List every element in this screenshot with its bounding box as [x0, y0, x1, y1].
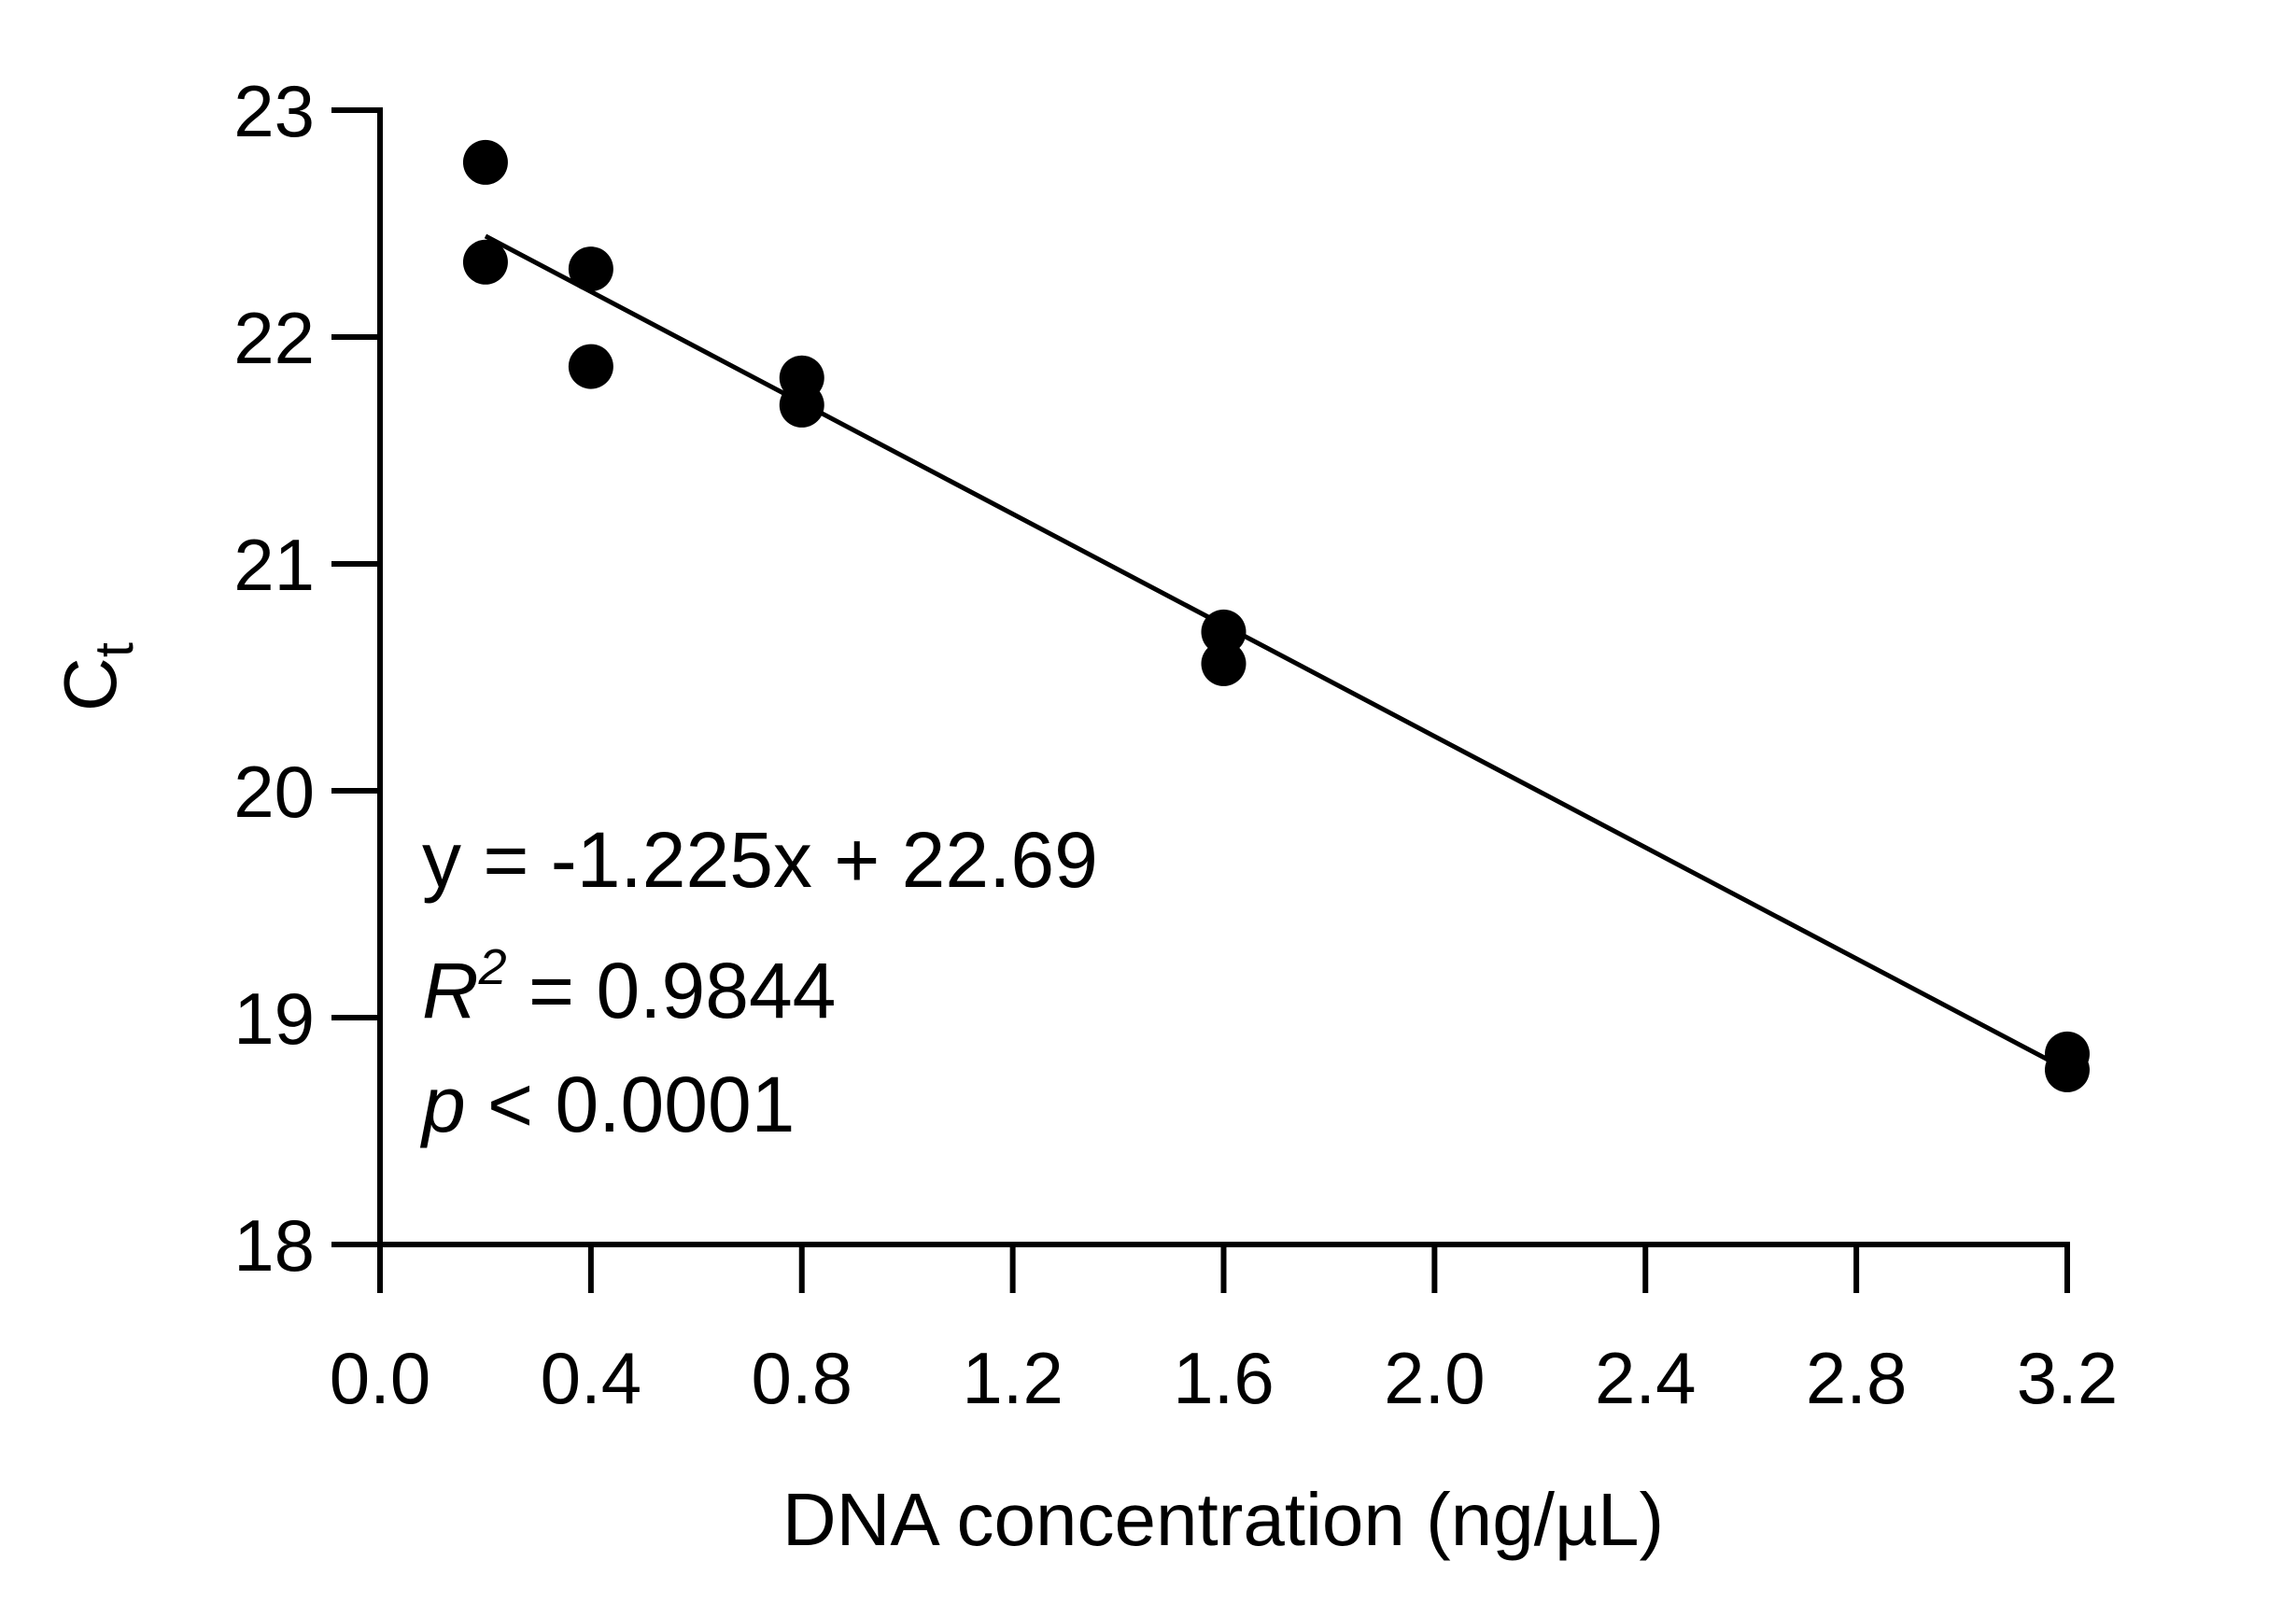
y-tick-label: 22	[233, 297, 315, 379]
x-tick-label: 2.0	[1384, 1337, 1485, 1419]
x-tick-label: 2.4	[1595, 1337, 1696, 1419]
data-point	[1201, 609, 1247, 654]
y-tick-label: 23	[233, 70, 315, 152]
x-tick-label: 1.2	[962, 1337, 1063, 1419]
y-tick-label: 18	[233, 1204, 315, 1287]
data-point	[2045, 1047, 2090, 1092]
data-point	[462, 239, 508, 285]
y-axis-title-main: C	[49, 657, 132, 711]
y-ticks: 18 19 20 21 22 23	[233, 70, 380, 1287]
r-squared-exponent: 2	[478, 939, 507, 995]
p-value-text: < 0.0001	[466, 1061, 796, 1148]
y-tick-label: 19	[233, 977, 315, 1060]
regression-line	[484, 233, 2069, 1073]
x-axis-title: DNA concentration (ng/µL)	[782, 1478, 1664, 1561]
y-axis-title-subscript: t	[84, 642, 145, 657]
r-squared: R2 = 0.9844	[422, 939, 836, 1034]
data-point	[1201, 640, 1247, 686]
y-tick-label: 21	[233, 524, 315, 606]
r-squared-symbol: R	[422, 947, 479, 1034]
x-tick-label: 1.6	[1173, 1337, 1274, 1419]
x-tick-label: 0.4	[541, 1337, 641, 1419]
data-point	[568, 344, 613, 389]
data-point	[568, 246, 613, 292]
fit-equation: y = -1.225x + 22.69	[422, 816, 1098, 904]
data-point	[779, 382, 824, 428]
p-value: p < 0.0001	[419, 1061, 795, 1148]
regression-annotation: y = -1.225x + 22.69 R2 = 0.9844 p < 0.00…	[419, 816, 1098, 1148]
x-tick-label: 2.8	[1806, 1337, 1907, 1419]
x-tick-label: 3.2	[2017, 1337, 2118, 1419]
regression-line-group	[484, 233, 2069, 1073]
y-axis-title: Ct	[49, 642, 145, 711]
x-tick-label: 0.0	[330, 1337, 430, 1419]
x-ticks: 0.0 0.4 0.8 1.2 1.6 2.0 2.4 2.8 3.2	[330, 1244, 2118, 1419]
p-value-symbol: p	[419, 1061, 466, 1148]
y-tick-label: 20	[233, 751, 315, 833]
r-squared-value: = 0.9844	[507, 947, 837, 1034]
x-tick-label: 0.8	[752, 1337, 852, 1419]
data-point	[462, 139, 508, 185]
data-points	[462, 139, 2090, 1092]
